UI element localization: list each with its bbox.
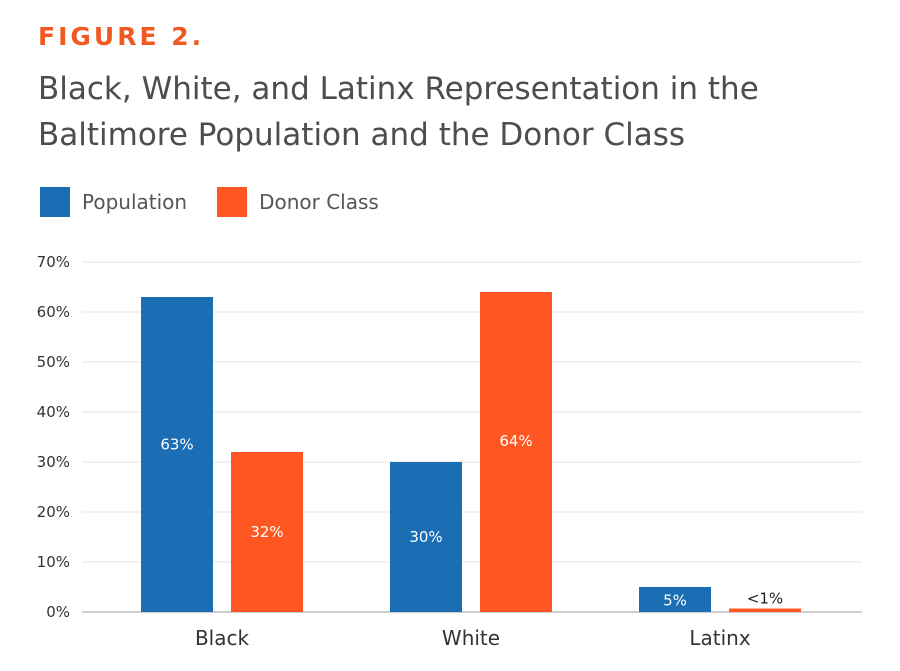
legend-label-donor-class: Donor Class <box>259 190 379 214</box>
bar-value-label: <1% <box>747 590 783 608</box>
chart-title: Black, White, and Latinx Representation … <box>38 71 759 153</box>
legend: Population Donor Class <box>40 187 409 217</box>
bar-value-label: 32% <box>250 523 283 541</box>
legend-item-donor-class: Donor Class <box>217 187 379 217</box>
x-category-label: White <box>442 626 500 650</box>
figure-label: FIGURE 2. <box>38 22 205 51</box>
bar-population-white <box>390 462 462 612</box>
x-category-label: Black <box>195 626 250 650</box>
legend-swatch-donor-class <box>217 187 248 217</box>
bar-donor-class-latinx <box>729 608 801 612</box>
y-tick-label: 30% <box>37 453 70 471</box>
legend-swatch-population <box>40 187 70 217</box>
y-tick-label: 10% <box>37 553 70 571</box>
bar-value-label: 64% <box>499 432 532 450</box>
y-tick-label: 60% <box>37 303 70 321</box>
bar-donor-class-black <box>231 452 303 612</box>
bar-donor-class-white <box>480 292 552 612</box>
y-tick-label: 70% <box>37 253 70 271</box>
bar-value-label: 63% <box>160 436 193 454</box>
x-category-label: Latinx <box>689 626 750 650</box>
bar-value-label: 5% <box>663 592 687 610</box>
y-tick-label: 40% <box>37 403 70 421</box>
y-tick-label: 50% <box>37 353 70 371</box>
bar-population-black <box>141 297 213 612</box>
y-tick-label: 20% <box>37 503 70 521</box>
bar-value-label: 30% <box>409 528 442 546</box>
bar-population-latinx <box>639 587 711 612</box>
legend-label-population: Population <box>82 190 188 214</box>
y-tick-label: 0% <box>46 603 70 621</box>
legend-item-population: Population <box>40 187 187 217</box>
